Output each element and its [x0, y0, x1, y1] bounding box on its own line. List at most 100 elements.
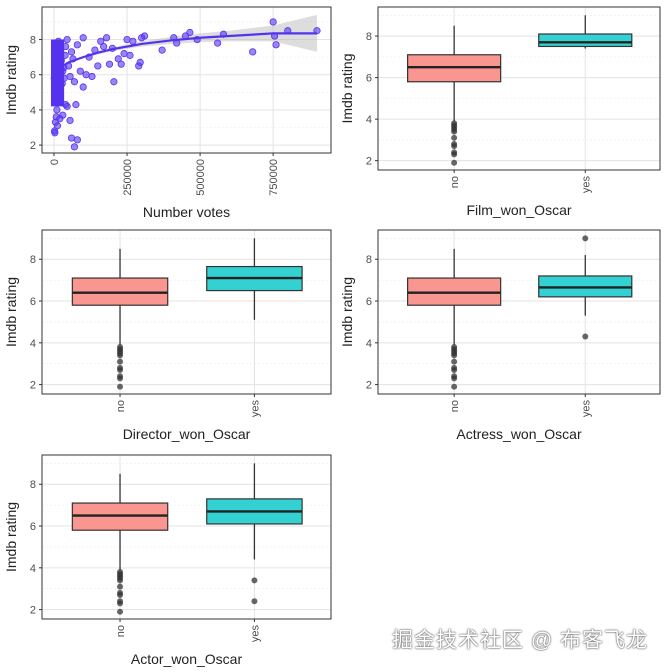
y-tick-label: 6 — [30, 521, 36, 533]
scatter-point — [117, 60, 125, 68]
scatter-point — [70, 78, 79, 86]
x-tick-label: no — [449, 400, 461, 412]
x-tick-label: 0 — [49, 159, 61, 165]
y-tick-label: 4 — [30, 105, 36, 117]
scatter-point — [79, 83, 87, 91]
x-tick-label: yes — [580, 400, 592, 418]
outlier-point — [251, 577, 258, 584]
scatter-point — [102, 34, 111, 42]
smooth-line — [53, 32, 317, 73]
y-tick-label: 8 — [30, 479, 36, 491]
x-tick-label: 250000 — [122, 159, 134, 196]
outlier-point — [451, 383, 458, 390]
scatter-point — [126, 51, 134, 59]
outlier-point — [451, 366, 458, 373]
panel-3: 2 4 6 8 no yes Director_won_Oscar Imdb rating — [3, 229, 332, 442]
plot-background — [42, 455, 331, 619]
scatter-point — [66, 72, 74, 81]
outlier-point — [117, 577, 124, 584]
scatter-point — [272, 41, 280, 49]
x-tick-label: no — [115, 625, 127, 637]
scatter-point — [79, 34, 87, 42]
outlier-point — [451, 358, 458, 365]
panel-4: 2 4 6 8 no yes Actress_won_Oscar Imdb rating — [339, 229, 661, 442]
y-axis-label: Imdb rating — [339, 53, 355, 123]
scatter-point — [249, 48, 257, 56]
x-tick-label: 750000 — [268, 159, 280, 196]
scatter-point — [136, 58, 144, 67]
x-tick-label: 500000 — [195, 159, 207, 196]
scatter-point — [73, 41, 81, 49]
y-tick-label: 4 — [366, 338, 372, 350]
dense-cluster — [50, 39, 65, 107]
box-yes — [538, 33, 633, 48]
outlier-point — [451, 143, 458, 150]
outlier-point — [117, 366, 124, 373]
scatter-point — [76, 67, 84, 75]
x-tick-label: yes — [580, 176, 592, 194]
panel-border — [377, 6, 661, 171]
panel-border — [377, 229, 661, 395]
scatter-point — [53, 106, 61, 114]
scatter-point — [269, 18, 277, 26]
outlier-point — [117, 358, 124, 365]
scatter-point — [186, 28, 194, 37]
panel-1: 2 4 6 8 0 250000 500000 750000 Number votes Imdb … — [3, 6, 332, 220]
scatter-point — [214, 39, 222, 47]
outlier-point — [117, 375, 124, 382]
outlier-point — [582, 333, 589, 340]
scatter-point — [63, 102, 71, 110]
scatter-point — [82, 71, 90, 79]
y-axis-label: Imdb rating — [3, 502, 19, 572]
y-axis-label: Imdb rating — [3, 277, 19, 347]
x-tick-label: yes — [249, 625, 261, 643]
outlier-point — [251, 598, 258, 605]
y-tick-label: 2 — [366, 156, 372, 168]
plot-background — [378, 7, 660, 170]
watermark: 掘金技术社区 @ 布客飞龙 — [392, 629, 648, 652]
x-tick-label: yes — [249, 400, 261, 418]
scatter-point — [51, 129, 59, 137]
panel-5: 2 4 6 8 no yes Actor_won_Oscar Imdb rating — [3, 454, 332, 667]
scatter-point — [123, 35, 131, 44]
x-axis-label: Number votes — [143, 204, 230, 220]
scatter-point — [73, 136, 81, 144]
y-tick-label: 8 — [30, 35, 36, 47]
scatter-point — [120, 50, 128, 58]
plot-background — [42, 230, 331, 394]
y-tick-label: 2 — [30, 140, 36, 152]
outlier-point — [117, 591, 124, 598]
scatter-point — [70, 143, 79, 151]
confidence-band — [53, 14, 317, 73]
y-tick-label: 4 — [30, 563, 36, 575]
y-tick-label: 8 — [30, 254, 36, 266]
scatter-point — [72, 101, 80, 109]
outlier-point — [451, 375, 458, 382]
panel-2: 2 4 6 8 no yes Film_won_Oscar Imdb rating — [339, 6, 661, 218]
scatter-point — [53, 122, 62, 130]
y-tick-label: 6 — [366, 73, 372, 85]
outlier-point — [582, 235, 589, 242]
plot-background — [378, 230, 660, 394]
scatter-point — [66, 116, 74, 125]
scatter-point — [88, 72, 96, 81]
y-tick-label: 2 — [30, 605, 36, 617]
outlier-point — [451, 134, 458, 141]
scatter-point — [105, 60, 114, 68]
outlier-point — [117, 352, 124, 359]
x-tick-label: no — [115, 400, 127, 412]
outlier-point — [451, 151, 458, 158]
x-axis-label: Film_won_Oscar — [466, 202, 571, 218]
y-tick-label: 4 — [30, 338, 36, 350]
y-tick-label: 2 — [30, 380, 36, 392]
scatter-point — [129, 37, 137, 45]
scatter-point — [140, 32, 149, 40]
y-tick-label: 8 — [366, 31, 372, 43]
scatter-point — [67, 134, 76, 142]
x-axis-label: Director_won_Oscar — [123, 426, 251, 442]
outlier-point — [117, 583, 124, 590]
panel-border — [41, 229, 332, 395]
outlier-point — [117, 608, 124, 615]
